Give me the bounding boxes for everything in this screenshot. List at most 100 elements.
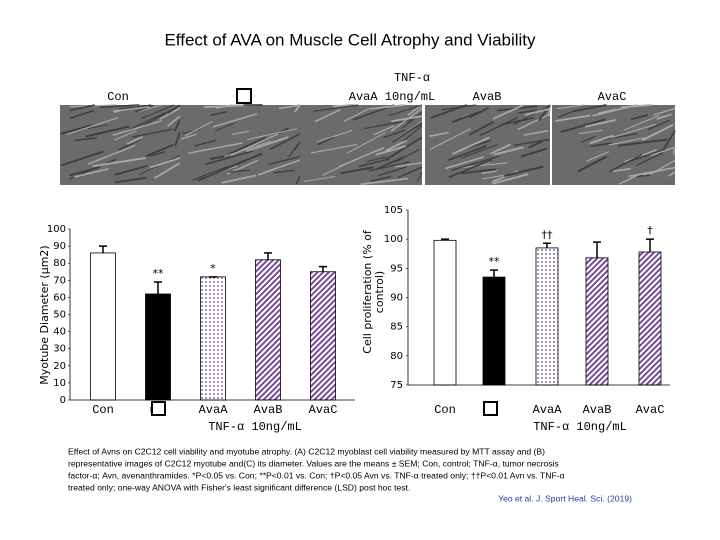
fiber bbox=[257, 167, 277, 176]
fiber bbox=[60, 150, 104, 167]
legend-box bbox=[483, 401, 498, 416]
fiber bbox=[490, 143, 512, 155]
fiber bbox=[192, 166, 228, 181]
fiber bbox=[316, 129, 353, 143]
x-tick-label: AvaA bbox=[199, 403, 229, 417]
fiber bbox=[293, 104, 301, 113]
fiber bbox=[625, 104, 651, 109]
y-tick-label: 100 bbox=[47, 224, 66, 235]
fiber bbox=[112, 120, 163, 136]
fiber bbox=[268, 156, 301, 166]
bar bbox=[433, 239, 457, 386]
fiber bbox=[66, 117, 119, 136]
y-tick-label: 70 bbox=[53, 275, 66, 286]
x-tick-label: AvaB bbox=[583, 403, 612, 417]
fiber bbox=[141, 104, 175, 119]
y-tick-label: 105 bbox=[384, 205, 403, 216]
group-label: TNF-α 10ng/mL bbox=[208, 420, 302, 434]
fiber bbox=[391, 115, 423, 123]
fiber bbox=[92, 157, 146, 168]
fiber bbox=[401, 112, 423, 130]
citation: Yeo et al. J. Sport Heal. Sci. (2019) bbox=[498, 493, 632, 503]
x-tick-label: AvaA bbox=[533, 403, 563, 417]
fiber bbox=[226, 136, 267, 156]
fiber bbox=[224, 140, 272, 157]
fiber bbox=[660, 130, 676, 155]
fiber bbox=[69, 104, 95, 112]
caption: Effect of Avns on C2C12 cell viability a… bbox=[68, 446, 565, 492]
fiber bbox=[451, 111, 480, 124]
fiber bbox=[617, 138, 668, 147]
fiber bbox=[538, 104, 551, 122]
y-tick-label: 20 bbox=[53, 361, 66, 372]
y-tick-label: 85 bbox=[390, 322, 403, 333]
fiber bbox=[611, 123, 656, 139]
fiber bbox=[441, 104, 476, 111]
fiber bbox=[167, 105, 181, 114]
fiber bbox=[369, 104, 405, 110]
significance: †† bbox=[542, 228, 554, 241]
fiber bbox=[656, 113, 672, 120]
y-tick-label: 80 bbox=[53, 258, 66, 269]
y-tick-label: 40 bbox=[53, 327, 66, 338]
fiber bbox=[149, 151, 166, 157]
fiber bbox=[246, 136, 289, 152]
fiber bbox=[313, 104, 359, 112]
fiber bbox=[229, 169, 250, 173]
legend-box bbox=[151, 401, 166, 416]
fiber bbox=[288, 141, 301, 158]
fiber bbox=[650, 146, 676, 157]
fiber bbox=[608, 136, 650, 146]
fiber bbox=[590, 142, 613, 148]
y-tick-label: 95 bbox=[390, 263, 403, 274]
caption-line: Effect of Avns on C2C12 cell viability a… bbox=[68, 446, 545, 456]
fiber bbox=[623, 115, 660, 131]
fiber bbox=[492, 104, 524, 120]
fiber bbox=[668, 171, 676, 177]
image-label: AvaB bbox=[473, 90, 502, 104]
y-tick-label: 100 bbox=[384, 234, 403, 245]
fiber bbox=[375, 145, 407, 156]
fiber bbox=[479, 116, 518, 137]
fiber bbox=[558, 109, 577, 119]
fiber bbox=[212, 113, 258, 128]
fiber bbox=[173, 119, 181, 132]
fiber bbox=[303, 175, 336, 183]
fiber bbox=[450, 155, 500, 171]
significance: ** bbox=[153, 267, 165, 280]
fiber bbox=[402, 125, 423, 142]
fiber bbox=[461, 162, 508, 169]
fiber bbox=[134, 104, 154, 113]
fiber bbox=[310, 143, 357, 154]
fiber bbox=[391, 122, 423, 144]
fiber bbox=[85, 125, 130, 138]
fiber bbox=[118, 138, 142, 151]
fiber bbox=[444, 156, 484, 170]
fiber bbox=[378, 166, 407, 177]
fiber bbox=[149, 157, 181, 169]
fiber bbox=[231, 130, 250, 135]
fiber bbox=[295, 176, 301, 185]
fiber bbox=[366, 156, 388, 163]
fiber bbox=[185, 120, 213, 137]
fiber bbox=[523, 129, 548, 136]
fiber bbox=[210, 110, 227, 117]
fiber bbox=[385, 136, 423, 161]
fiber bbox=[597, 108, 617, 115]
y-tick-label: 90 bbox=[390, 293, 403, 304]
fiber bbox=[214, 122, 236, 132]
bar bbox=[90, 252, 116, 401]
fiber bbox=[69, 109, 95, 119]
fiber bbox=[630, 114, 648, 121]
bar bbox=[145, 293, 171, 401]
fiber bbox=[500, 117, 535, 126]
fiber bbox=[513, 138, 551, 146]
fiber bbox=[584, 118, 616, 128]
fiber bbox=[159, 107, 181, 120]
fiber bbox=[429, 131, 449, 137]
fiber bbox=[74, 167, 109, 178]
y-tick-label: 60 bbox=[53, 292, 66, 303]
fiber bbox=[528, 140, 544, 149]
fiber bbox=[451, 136, 490, 155]
